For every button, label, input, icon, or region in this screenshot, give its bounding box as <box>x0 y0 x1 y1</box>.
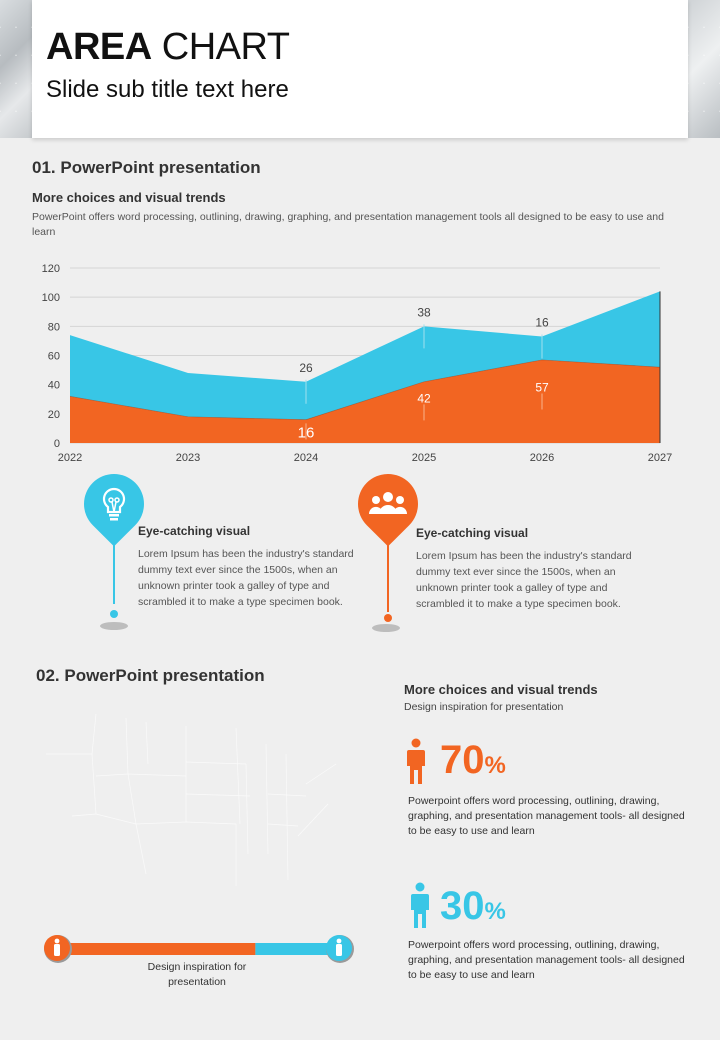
pin-1-heading: Eye-catching visual <box>138 524 251 538</box>
x-tick-label: 2027 <box>648 452 672 464</box>
pin-2-text: Lorem Ipsum has been the industry's stan… <box>416 550 632 610</box>
stat-70-text: Powerpoint offers word processing, outli… <box>408 795 685 837</box>
y-tick-label: 60 <box>48 351 60 363</box>
person-icon-blue <box>411 882 429 928</box>
x-tick-label: 2022 <box>58 452 82 464</box>
area-series-1 <box>70 359 660 443</box>
y-tick-label: 0 <box>54 438 60 450</box>
pin-1-text: Lorem Ipsum has been the industry's stan… <box>138 548 354 608</box>
y-tick-label: 80 <box>48 321 60 333</box>
page-subtitle: Slide sub title text here <box>46 76 289 103</box>
section2-subhead: More choices and visual trends <box>404 682 598 697</box>
lightbulb-icon <box>102 487 126 521</box>
x-tick-label: 2024 <box>294 452 318 464</box>
pin-1-line <box>113 532 115 604</box>
pin-2-shadow <box>372 624 400 632</box>
data-label: 26 <box>299 361 313 375</box>
pin-1-shadow <box>100 622 128 630</box>
us-map <box>38 708 354 916</box>
x-tick-label: 2025 <box>412 452 436 464</box>
person-body-small-orange <box>54 944 60 956</box>
header-pattern-right <box>688 0 720 138</box>
bar-orange-segment <box>58 943 256 955</box>
data-label: 16 <box>535 316 549 330</box>
split-bar-caption: Design inspiration for presentation <box>147 961 247 988</box>
series-1-edge <box>69 359 661 420</box>
split-bar <box>44 934 354 964</box>
pin-2-line <box>387 532 389 612</box>
y-tick-label: 20 <box>48 409 60 421</box>
bar-blue-segment <box>255 943 340 955</box>
page-title: AREA CHART <box>46 26 290 68</box>
person-body-small-blue <box>336 944 342 956</box>
y-tick-label: 120 <box>42 263 60 275</box>
pin-2-heading: Eye-catching visual <box>416 526 529 540</box>
section1-title: 01. PowerPoint presentation <box>32 158 261 177</box>
data-label: 57 <box>535 380 549 394</box>
section2-subtext: Design inspiration for presentation <box>404 701 564 713</box>
stat-30-text: Powerpoint offers word processing, outli… <box>408 939 685 981</box>
y-tick-label: 100 <box>42 292 60 304</box>
pin-2-drop <box>384 614 392 622</box>
y-tick-label: 40 <box>48 380 60 392</box>
data-label: 16 <box>298 424 315 441</box>
header: AREA CHART Slide sub title text here <box>32 0 688 138</box>
section1-body: PowerPoint offers word processing, outli… <box>32 211 664 238</box>
stat-30-percent: 30% <box>440 884 506 928</box>
area-series-2 <box>70 291 660 420</box>
header-pattern-left <box>0 0 32 138</box>
section1-subhead: More choices and visual trends <box>32 190 226 205</box>
person-icon-orange <box>407 738 425 784</box>
data-label: 42 <box>417 391 431 405</box>
stat-70-percent: 70% <box>440 738 506 782</box>
person-icon-small-orange <box>54 938 60 944</box>
x-tick-label: 2026 <box>530 452 554 464</box>
split-bar-graphic <box>44 935 354 963</box>
person-icon-small-blue <box>336 938 342 944</box>
section2-title: 02. PowerPoint presentation <box>36 666 265 685</box>
pin-1-drop <box>110 610 118 618</box>
data-label: 38 <box>417 305 431 319</box>
group-icon <box>368 492 408 514</box>
x-tick-label: 2023 <box>176 452 200 464</box>
area-chart: 0 20 40 60 80 100 120 2022 2023 2024 2025 2026 2027 1… <box>42 263 673 464</box>
